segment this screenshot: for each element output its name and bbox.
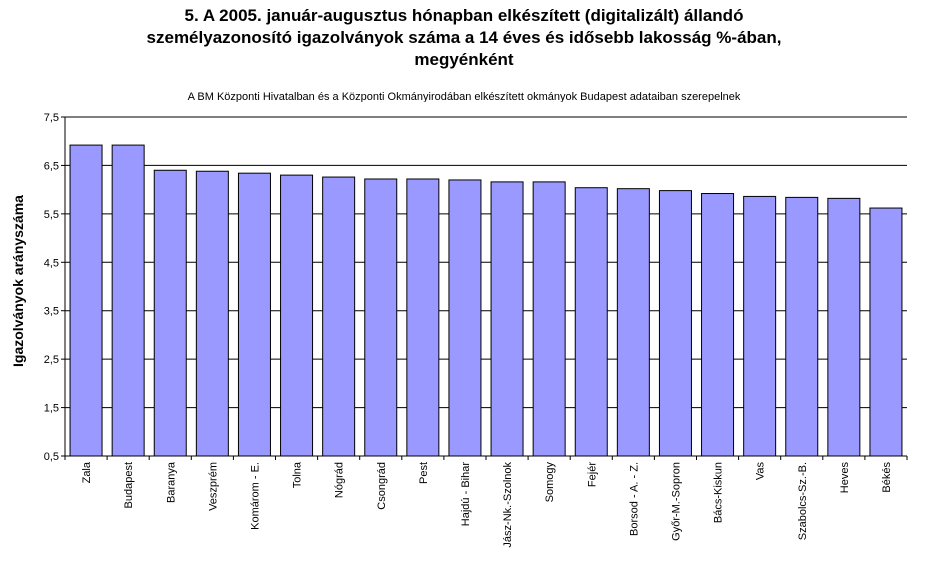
y-tick-label: 5,5	[44, 209, 59, 221]
x-tick-label: Jász-Nk.-Szolnok	[502, 462, 514, 548]
x-tick-label: Csongrád	[376, 462, 388, 510]
x-tick-label: Veszprém	[207, 462, 219, 511]
y-tick-label: 1,5	[44, 403, 59, 415]
x-tick-label: Békés	[881, 462, 893, 493]
bar	[616, 188, 650, 457]
chart-title-line: megyénként	[414, 50, 514, 69]
chart-subtitle: A BM Központi Hivatalban és a Központi O…	[187, 91, 741, 102]
bar	[153, 169, 187, 457]
x-tick-label: Zala	[81, 461, 93, 483]
bar	[364, 178, 398, 457]
bar	[827, 197, 861, 457]
x-tick-label: Vas	[755, 462, 767, 481]
bar	[490, 181, 524, 457]
x-tick-label: Komárom - E.	[249, 462, 261, 530]
y-tick-label: 3,5	[44, 306, 59, 318]
bar	[701, 193, 735, 457]
bar	[785, 196, 819, 457]
bar	[574, 187, 608, 457]
x-tick-label: Tolna	[292, 461, 304, 488]
x-tick-label: Nógrád	[334, 462, 346, 498]
x-tick-label: Budapest	[123, 462, 135, 508]
bar	[743, 195, 777, 457]
x-tick-label: Szabolcs-Sz.-B.	[797, 462, 809, 540]
bar	[322, 176, 356, 457]
x-tick-label: Heves	[839, 462, 851, 494]
chart-title: 5. A 2005. január-augusztus hónapban elk…	[0, 5, 928, 71]
x-tick-label: Baranya	[165, 461, 177, 503]
bar	[532, 181, 566, 457]
x-tick-label: Pest	[418, 462, 430, 484]
chart-title-line: 5. A 2005. január-augusztus hónapban elk…	[184, 6, 744, 25]
bar	[448, 179, 482, 457]
bar	[69, 144, 103, 457]
bar	[280, 174, 314, 457]
bar	[195, 170, 229, 457]
y-tick-label: 2,5	[44, 354, 59, 366]
bar	[406, 178, 440, 457]
bar	[111, 144, 145, 457]
x-tick-label: Somogy	[544, 462, 556, 503]
bar	[869, 207, 903, 457]
bar	[658, 190, 692, 457]
chart-title-line: személyazonosító igazolványok száma a 14…	[146, 28, 782, 47]
x-tick-label: Győr-M.-Sopron	[670, 462, 682, 541]
x-tick-label: Bács-Kiskun	[713, 462, 725, 523]
y-tick-label: 6,5	[44, 160, 59, 172]
y-tick-label: 7,5	[44, 112, 59, 124]
y-tick-label: 0,5	[44, 451, 59, 463]
x-tick-label: Borsod - A. - Z.	[628, 462, 640, 536]
bar	[237, 172, 271, 457]
x-tick-label: Fejér	[586, 462, 598, 487]
x-tick-label: Hajdú - Bihar	[460, 462, 472, 527]
y-tick-label: 4,5	[44, 257, 59, 269]
